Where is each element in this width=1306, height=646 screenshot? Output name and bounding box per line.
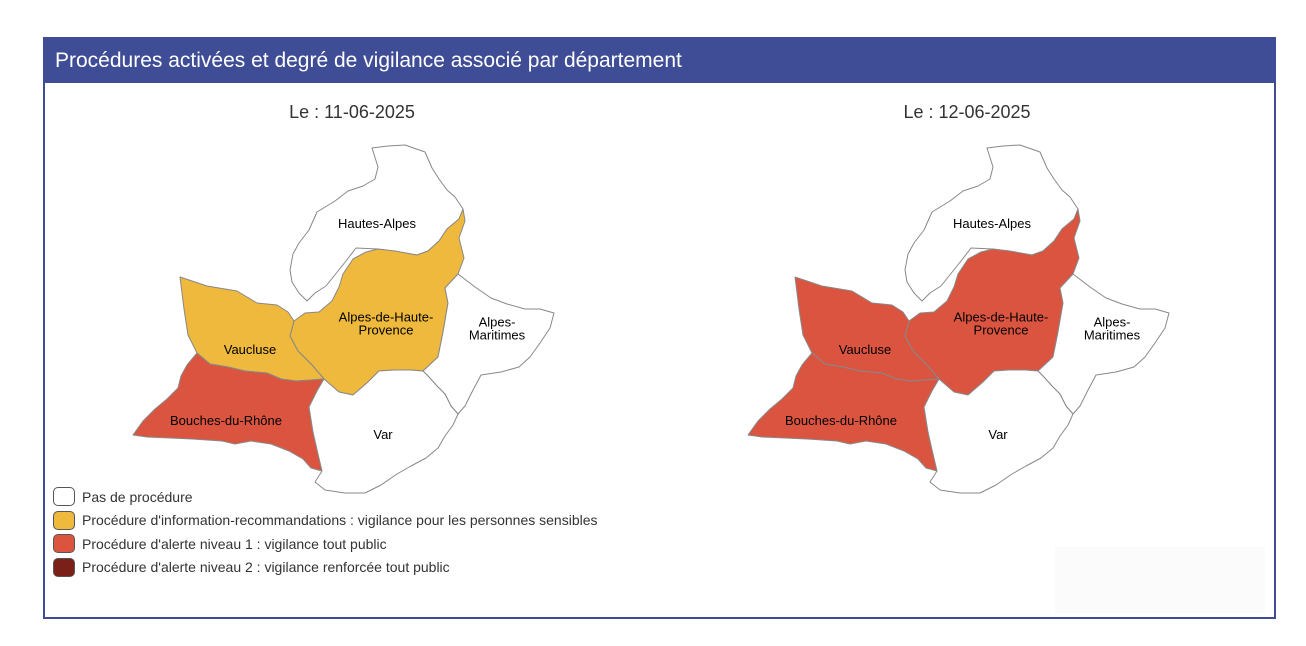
department-label-alpes-de-haute-provence: Alpes-de-Haute-Provence (954, 310, 1049, 338)
department-label-alpes-maritimes: Alpes-Maritimes (469, 315, 526, 343)
department-label-alpes-maritimes: Alpes-Maritimes (1084, 315, 1141, 343)
department-var[interactable] (308, 369, 459, 494)
legend-label-alert1: Procédure d'alerte niveau 1 : vigilance … (82, 535, 387, 552)
legend-item-none: Pas de procédure (53, 485, 598, 509)
department-map-1: Le : 11-06-2025 Hautes-Alpes Alpes-de-Haut… (132, 102, 555, 494)
department-label-bouches-du-rhone: Bouches-du-Rhône (785, 413, 897, 428)
department-label-hautes-alpes: Hautes-Alpes (953, 216, 1032, 231)
legend: Pas de procédure Procédure d'information… (53, 485, 598, 579)
department-bouches-du-rhone[interactable] (132, 352, 325, 472)
legend-swatch-none (53, 487, 75, 507)
legend-swatch-alert1 (53, 534, 75, 554)
map-date-title: Le : 11-06-2025 (289, 102, 415, 122)
legend-swatch-info (53, 510, 75, 530)
department-alpes-maritimes[interactable] (1037, 273, 1170, 415)
blank-area (1055, 547, 1265, 613)
department-label-bouches-du-rhone: Bouches-du-Rhône (170, 413, 282, 428)
department-label-vaucluse: Vaucluse (224, 342, 277, 357)
legend-swatch-alert2 (53, 557, 75, 577)
legend-label-alert2: Procédure d'alerte niveau 2 : vigilance … (82, 559, 450, 576)
department-var[interactable] (923, 369, 1074, 494)
maps-area: Le : 11-06-2025 Hautes-Alpes Alpes-de-Haut… (132, 102, 1170, 494)
department-label-var: Var (373, 427, 393, 442)
department-label-hautes-alpes: Hautes-Alpes (338, 216, 417, 231)
legend-label-none: Pas de procédure (82, 488, 193, 505)
panel-title: Procédures activées et degré de vigilanc… (45, 39, 1274, 83)
vigilance-panel: Procédures activées et degré de vigilanc… (43, 37, 1276, 619)
legend-item-alert2: Procédure d'alerte niveau 2 : vigilance … (53, 556, 598, 580)
department-label-var: Var (988, 427, 1008, 442)
legend-item-alert1: Procédure d'alerte niveau 1 : vigilance … (53, 532, 598, 556)
legend-label-info: Procédure d'information-recommandations … (82, 512, 598, 529)
department-label-alpes-de-haute-provence: Alpes-de-Haute-Provence (339, 310, 434, 338)
department-alpes-maritimes[interactable] (422, 273, 555, 415)
department-hautes-alpes[interactable] (904, 144, 1079, 302)
legend-item-info: Procédure d'information-recommandations … (53, 509, 598, 533)
department-map-2: Le : 12-06-2025 Hautes-Alpes Alpes-de-Haut… (747, 102, 1170, 494)
map-date-title: Le : 12-06-2025 (903, 102, 1030, 122)
department-hautes-alpes[interactable] (289, 144, 464, 302)
department-bouches-du-rhone[interactable] (747, 352, 940, 472)
department-label-vaucluse: Vaucluse (839, 342, 892, 357)
